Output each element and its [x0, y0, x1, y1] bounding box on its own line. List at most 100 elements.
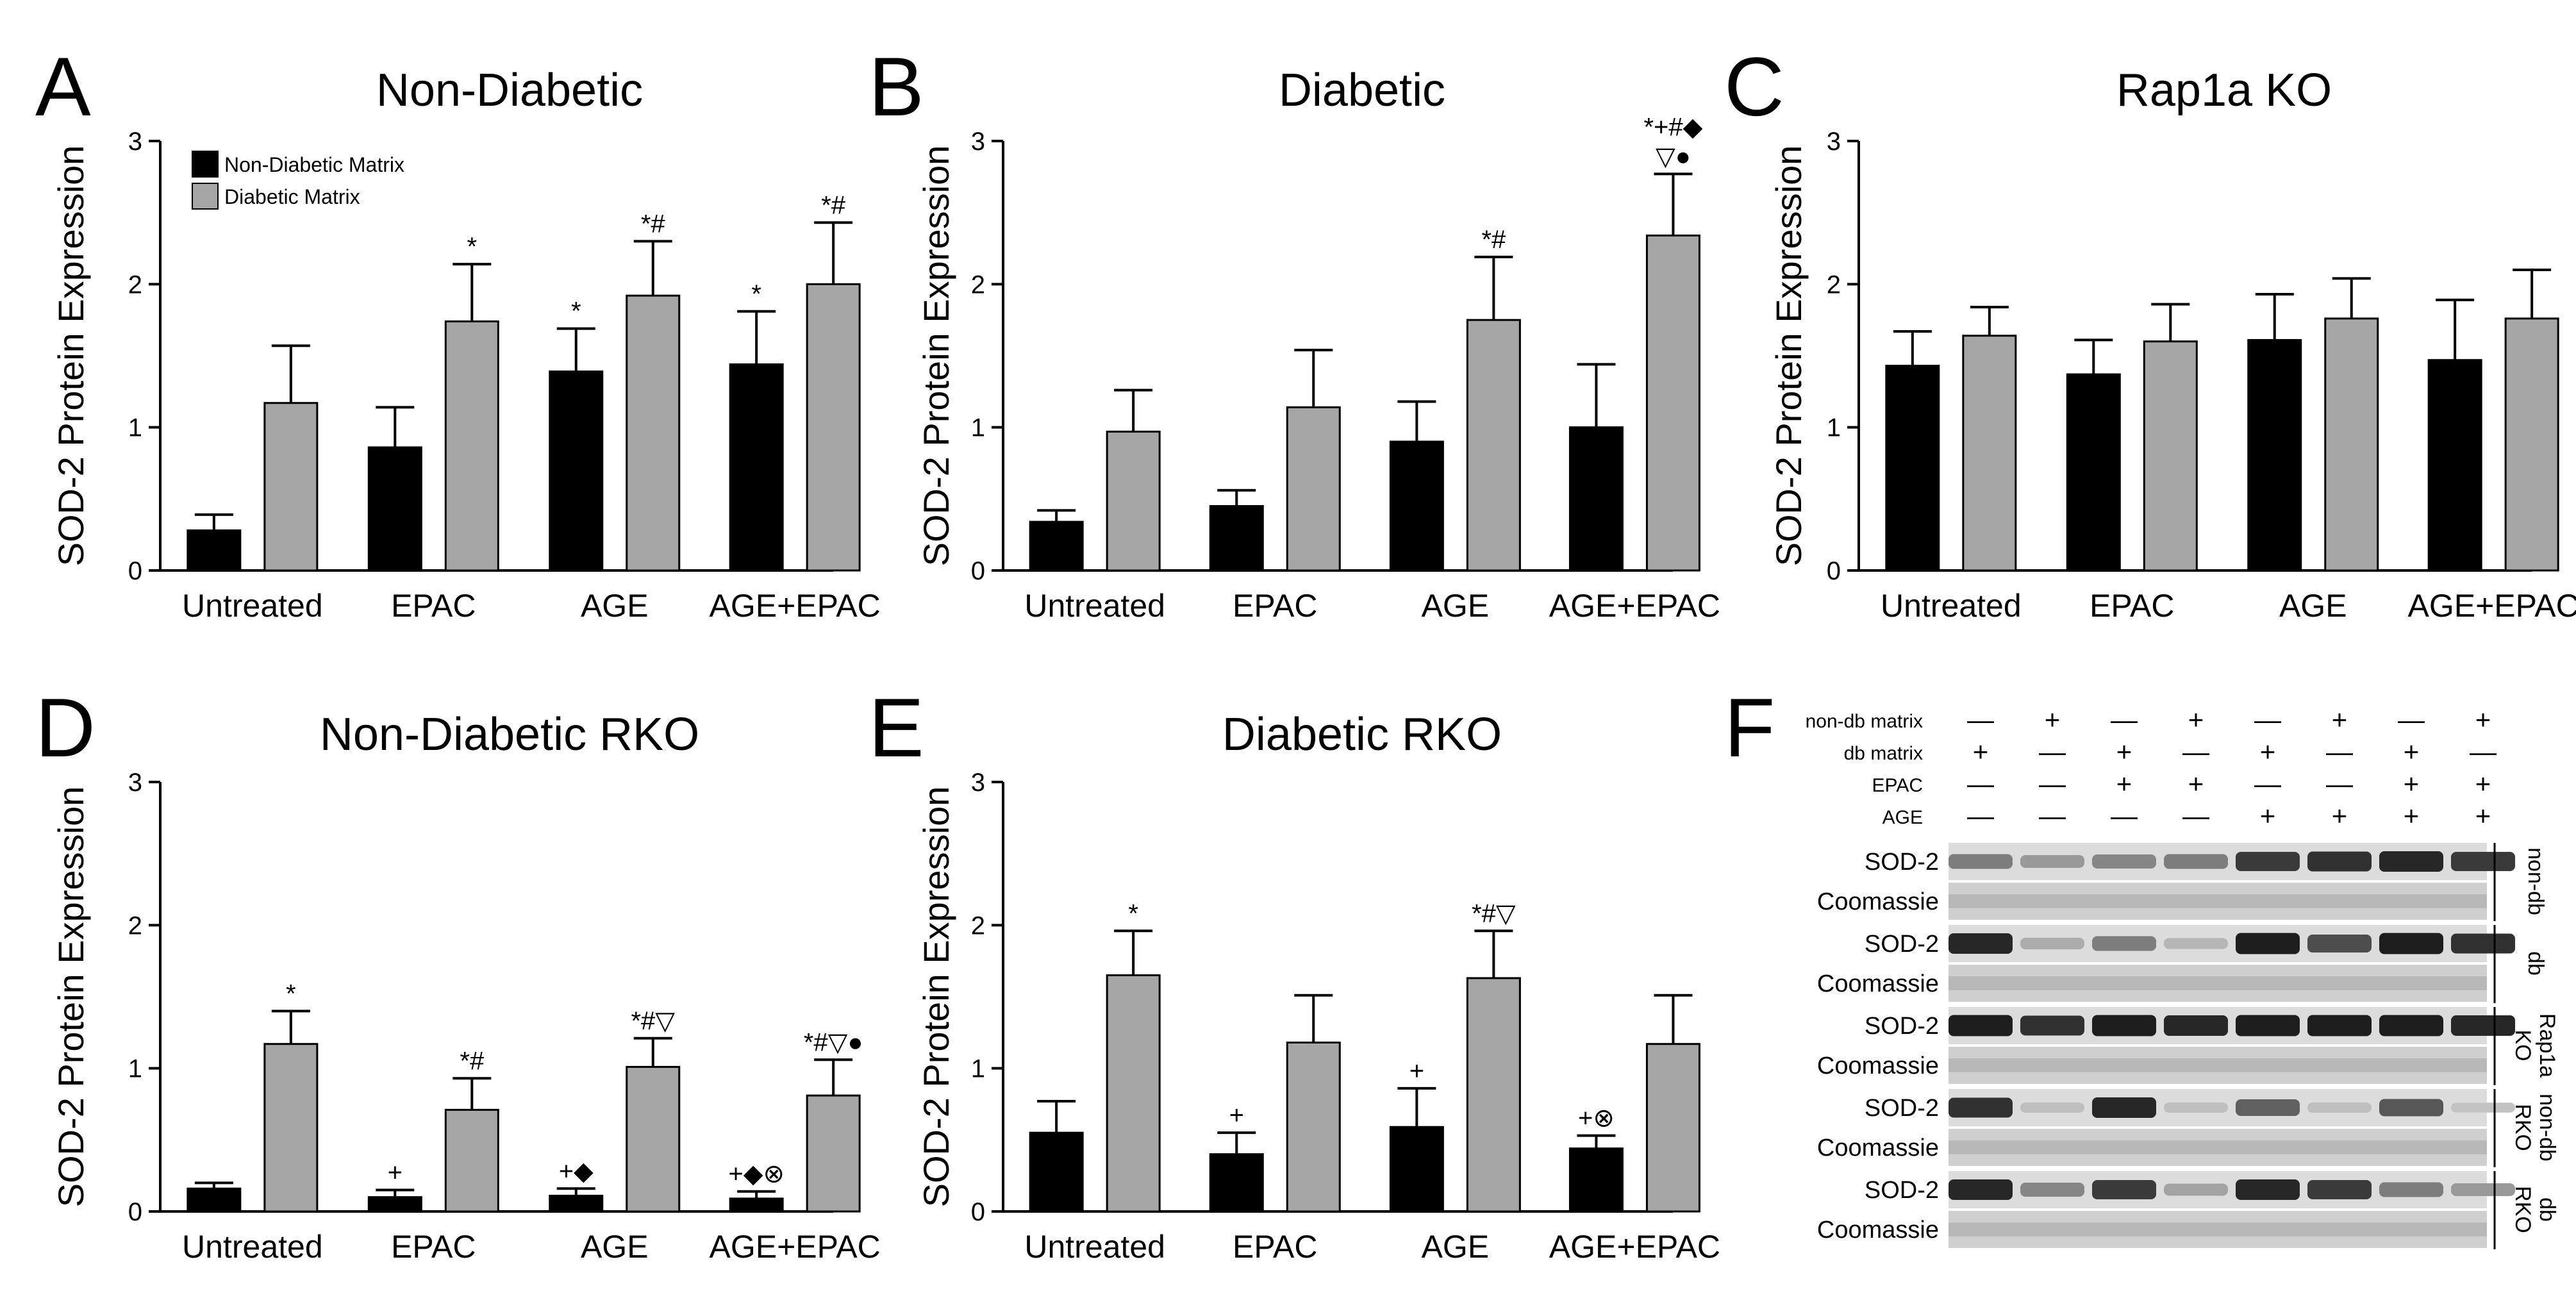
bar-non-diabetic-age-epac: [729, 363, 784, 572]
sod2-band: [2307, 1180, 2372, 1199]
bar-non-diabetic-untreated: [1029, 1131, 1084, 1213]
condition-mark: +: [2404, 736, 2420, 767]
blot-group-label: non-dbRKO: [2511, 1094, 2559, 1161]
bar-diabetic-untreated: [1106, 974, 1161, 1213]
bar-diabetic-untreated: [1106, 430, 1161, 572]
y-tick-label: 2: [128, 911, 142, 940]
bar-non-diabetic-age: [549, 370, 604, 572]
significance-label: *: [1128, 899, 1138, 928]
sod2-band: [2379, 1015, 2443, 1036]
bar-non-diabetic-age-epac: [1568, 1147, 1624, 1213]
condition-mark: —: [2039, 736, 2066, 767]
y-tick-label: 2: [128, 270, 142, 299]
y-tick-label: 3: [1827, 128, 1841, 156]
condition-mark: —: [2254, 704, 2281, 735]
coomassie-row-label: Coomassie: [1817, 970, 1939, 997]
bar-non-diabetic-untreated: [187, 1187, 242, 1213]
condition-label: non-db matrix: [1806, 711, 1923, 732]
bar-non-diabetic-epac: [1209, 1153, 1264, 1213]
sod2-band: [2020, 938, 2084, 949]
condition-mark: —: [1967, 769, 1994, 799]
sod2-band: [2307, 935, 2372, 953]
bar-diabetic-epac: [1286, 1041, 1341, 1213]
bar-non-diabetic-age: [1389, 1126, 1444, 1213]
chart-title: Non-Diabetic RKO: [320, 709, 699, 760]
x-tick-label: Untreated: [182, 588, 323, 624]
chart-panel-c: C Rap1a KO SOD-2 Protein Expression 0 1 2 3 Unt…: [1724, 40, 2576, 624]
coomassie-band: [1949, 894, 2487, 908]
significance-label: *: [286, 979, 296, 1008]
chart-title: Non-Diabetic: [376, 65, 643, 116]
significance-label: *: [751, 280, 761, 308]
y-tick-label: 1: [971, 1055, 985, 1083]
sod2-band: [2164, 938, 2228, 949]
x-tick-label: EPAC: [1233, 1229, 1317, 1265]
sod2-band: [2379, 1182, 2443, 1197]
legend-entry: Non-Diabetic Matrix: [224, 153, 404, 176]
bar-non-diabetic-age-epac: [729, 1197, 784, 1213]
significance-label: *#: [641, 210, 666, 238]
x-tick-label: AGE: [2279, 588, 2347, 624]
y-tick-label: 3: [971, 128, 985, 156]
legend-entry: Diabetic Matrix: [224, 185, 360, 208]
y-tick-label: 2: [1827, 270, 1841, 299]
chart-panel-d: D Non-Diabetic RKO SOD-2 Protein Expressio…: [35, 681, 881, 1265]
sod2-band: [2020, 1183, 2084, 1197]
sod2-band: [2236, 1179, 2300, 1200]
x-tick-label: EPAC: [2090, 588, 2174, 624]
sod2-band: [2307, 851, 2372, 872]
bar-non-diabetic-epac: [367, 446, 422, 572]
sod2-band: [2379, 933, 2443, 954]
bar-non-diabetic-epac: [2066, 373, 2121, 572]
condition-mark: +: [2332, 801, 2348, 831]
x-tick-label: Untreated: [1881, 588, 2022, 624]
sod2-band: [2020, 1015, 2084, 1036]
blot-group-label: db: [2523, 951, 2548, 976]
sod2-row-label: SOD-2: [1865, 1177, 1939, 1204]
y-tick-label: 3: [128, 128, 142, 156]
sod2-band: [2236, 852, 2300, 871]
bar-diabetic-untreated: [263, 402, 319, 572]
condition-mark: +: [2116, 769, 2132, 799]
significance-label: *#: [460, 1047, 485, 1075]
bar-non-diabetic-age-epac: [1568, 426, 1624, 572]
y-tick-label: 0: [971, 557, 985, 585]
condition-mark: +: [2475, 704, 2491, 735]
condition-mark: +: [2188, 769, 2204, 799]
condition-mark: +: [2116, 736, 2132, 767]
significance-label: *+#◆ ▽●: [1643, 113, 1702, 171]
bar-diabetic-age-epac: [806, 1094, 861, 1213]
x-tick-label: AGE+EPAC: [1549, 588, 1720, 624]
blot-group-label: Rap1aKO: [2511, 1013, 2559, 1078]
sod2-band: [2092, 1097, 2156, 1118]
y-axis-label: SOD-2 Protein Expression: [1768, 146, 1809, 567]
bar-diabetic-age-epac: [1645, 1043, 1700, 1213]
x-tick-label: AGE+EPAC: [710, 1229, 881, 1265]
condition-mark: —: [2326, 769, 2353, 799]
sod2-band: [2236, 933, 2300, 954]
sod2-band: [2379, 851, 2443, 872]
chart-title: Rap1a KO: [2116, 65, 2332, 116]
bar-non-diabetic-untreated: [187, 529, 242, 572]
x-tick-label: Untreated: [1024, 1229, 1165, 1265]
significance-label: *#▽: [631, 1007, 675, 1035]
bar-non-diabetic-age: [549, 1194, 604, 1213]
y-tick-label: 0: [128, 1198, 142, 1226]
panel-letter: D: [35, 681, 96, 774]
chart-title: Diabetic: [1279, 65, 1445, 116]
bar-non-diabetic-epac: [367, 1196, 422, 1213]
sod2-band: [1949, 1179, 2013, 1200]
bar-non-diabetic-age-epac: [2427, 359, 2482, 572]
condition-mark: —: [2039, 769, 2066, 799]
sod2-row-label: SOD-2: [1865, 931, 1939, 958]
significance-label: +◆⊗: [728, 1160, 785, 1188]
x-tick-label: AGE: [581, 588, 649, 624]
coomassie-band: [1949, 1058, 2487, 1072]
bar-non-diabetic-age: [1389, 440, 1444, 572]
coomassie-row-label: Coomassie: [1817, 1135, 1939, 1161]
significance-label: +⊗: [1578, 1104, 1615, 1133]
sod2-band: [2451, 852, 2515, 871]
y-axis-label: SOD-2 Protein Expression: [916, 146, 956, 567]
